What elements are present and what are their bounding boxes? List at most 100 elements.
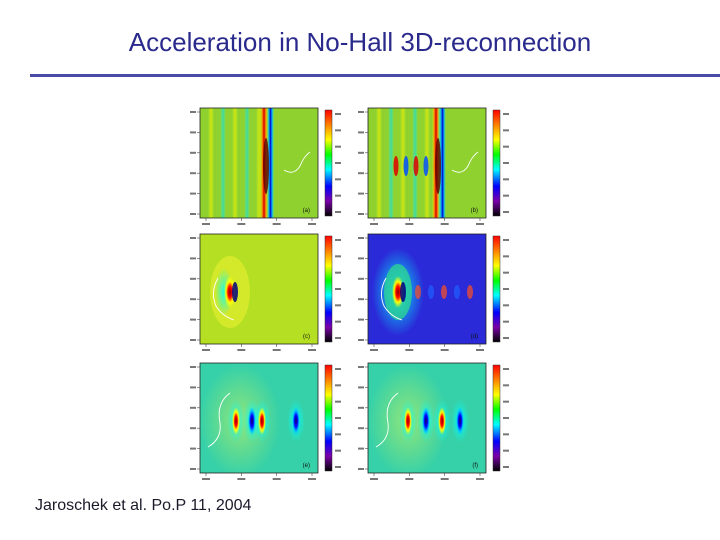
panel-f-field (368, 363, 486, 473)
colorbar-tick-mark (335, 320, 341, 323)
tick-label-mark (272, 478, 281, 480)
particle-trajectory (283, 151, 311, 173)
tick-label-mark (358, 406, 364, 409)
colorbar-tick-mark (335, 433, 341, 436)
tick-label-mark (190, 192, 196, 195)
tick-label-mark (370, 478, 378, 480)
colorbar (324, 109, 333, 217)
wave-node (454, 285, 460, 299)
colorbar-tick-mark (503, 288, 509, 290)
tick-label-mark (202, 349, 210, 351)
tick-label-mark (358, 192, 364, 195)
tick-label-mark (358, 318, 364, 321)
colorbar-tick-mark (503, 162, 509, 164)
colorbar-tick-mark (503, 113, 509, 115)
tick-label-mark (190, 386, 196, 389)
panel-frame (367, 107, 487, 219)
panel-label: (d) (471, 334, 478, 340)
tick-label-mark (405, 223, 414, 225)
tick-label-mark (358, 172, 364, 175)
particle-trajectory (213, 277, 235, 321)
colorbar-tick-mark (335, 449, 341, 452)
tick-label-mark (190, 172, 196, 175)
colorbar-tick-mark (503, 178, 509, 181)
colorbar-tick-mark (503, 417, 509, 419)
colorbar-tick-mark (503, 271, 509, 274)
tick-label-mark (190, 447, 196, 450)
colorbar-tick-mark (503, 129, 509, 132)
colorbar-tick-mark (335, 211, 341, 213)
tick-label-mark (405, 349, 414, 351)
field-band (220, 108, 226, 218)
field-band (244, 108, 250, 218)
tick-label-mark (202, 478, 210, 480)
panel-label: (e) (303, 463, 310, 469)
panel-frame (367, 362, 487, 474)
tick-label-mark (358, 213, 364, 215)
wave-packet (258, 407, 266, 435)
panel-d-field (368, 234, 486, 344)
panel-e: (e) (190, 362, 341, 480)
colorbar-tick-mark (503, 384, 509, 387)
particle-trajectory (375, 392, 399, 448)
tick-label-mark (272, 349, 281, 351)
colorbar-tick-mark (335, 239, 341, 241)
panel-label: (b) (471, 208, 478, 214)
tick-label-mark (358, 257, 364, 260)
colorbar-tick-mark (335, 145, 341, 148)
tick-label-mark (190, 339, 196, 341)
colorbar-tick-mark (503, 337, 509, 339)
colorbar-tick-mark (503, 194, 509, 197)
panel-e-field (200, 363, 318, 473)
tick-label-mark (308, 478, 316, 480)
field-band (400, 108, 406, 218)
tick-label-mark (190, 131, 196, 134)
colorbar-tick-mark (335, 466, 341, 468)
tick-label-mark (370, 223, 378, 225)
tick-label-mark (440, 223, 449, 225)
tick-label-mark (358, 277, 364, 280)
colorbar-tick-mark (503, 368, 509, 370)
colorbar-tick-mark (335, 337, 341, 339)
colorbar-tick-mark (503, 433, 509, 436)
panel-a-field (200, 108, 318, 218)
colorbar-tick-mark (335, 384, 341, 387)
title-divider (30, 74, 720, 77)
tick-label-mark (370, 349, 378, 351)
tick-label-mark (358, 339, 364, 341)
colorbar-tick-mark (335, 368, 341, 370)
tick-label-mark (237, 478, 246, 480)
colorbar-tick-mark (503, 466, 509, 468)
panel-label: (c) (303, 334, 310, 340)
tick-label-mark (358, 131, 364, 134)
source-core-dark (400, 282, 406, 302)
tick-label-mark (405, 478, 414, 480)
particle-trajectory (207, 392, 231, 448)
panel-b: (b) (358, 107, 509, 225)
tick-label-mark (358, 151, 364, 154)
tick-label-mark (272, 223, 281, 225)
tick-label-mark (190, 468, 196, 470)
tick-label-mark (190, 427, 196, 430)
colorbar-tick-mark (503, 255, 509, 258)
tick-label-mark (190, 298, 196, 301)
panel-b-field (368, 108, 486, 218)
panel-c: (c) (190, 233, 341, 351)
citation: Jaroschek et al. Po.P 11, 2004 (35, 497, 252, 514)
panel-frame (367, 233, 487, 345)
wave-node (393, 156, 399, 176)
colorbar (492, 109, 501, 217)
particle-trajectory (381, 277, 403, 321)
colorbar-tick-mark (503, 145, 509, 148)
wave-packet (292, 407, 300, 435)
current-sheet-core (435, 138, 441, 194)
source-core (224, 276, 236, 308)
panel-label: (f) (472, 463, 478, 469)
tick-label-mark (202, 223, 210, 225)
colorbar-tick-mark (503, 211, 509, 213)
colorbar-tick-mark (335, 162, 341, 164)
wave-packet (404, 407, 412, 435)
source-core-dark (232, 282, 238, 302)
panel-label: (a) (303, 208, 310, 214)
field-band (376, 108, 382, 218)
